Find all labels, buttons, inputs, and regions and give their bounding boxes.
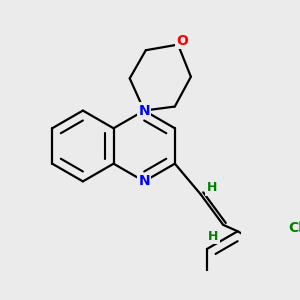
- Text: H: H: [208, 230, 219, 243]
- Text: Cl: Cl: [288, 221, 300, 235]
- Text: H: H: [207, 181, 217, 194]
- Text: N: N: [138, 103, 150, 118]
- Text: N: N: [138, 174, 150, 188]
- Text: O: O: [176, 34, 188, 48]
